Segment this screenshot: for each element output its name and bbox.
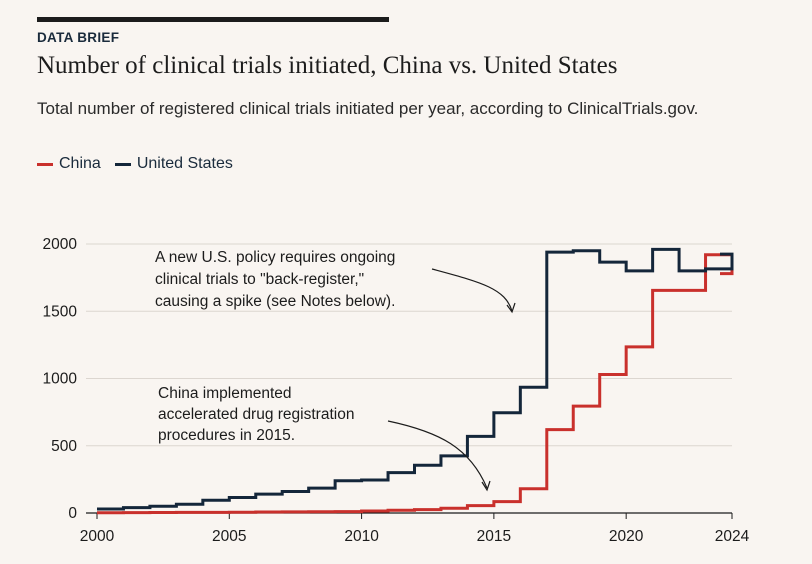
gridlines (86, 243, 732, 514)
y-tick-label: 2000 (43, 236, 78, 253)
y-tick-label: 1000 (43, 371, 78, 388)
x-axis-ticks: 2000 2005 2010 2015 2020 2024 (80, 513, 750, 545)
legend-label-us: United States (136, 155, 233, 172)
series-lines (97, 247, 734, 515)
legend-swatch-us (114, 162, 131, 166)
y-tick-label: 0 (68, 505, 77, 522)
legend-swatch-china (37, 162, 53, 166)
annotation-arrow-china (387, 420, 488, 489)
y-tick-label: 1500 (43, 303, 78, 320)
x-tick-label: 2010 (344, 528, 379, 545)
annotations: A new U.S. policy requires ongoing clinic… (155, 249, 516, 492)
kicker: DATA BRIEF (37, 30, 120, 45)
x-tick-label: 2020 (609, 528, 644, 545)
legend-label-china: China (59, 155, 101, 172)
legend-item-china: China (37, 155, 101, 173)
x-tick-label: 2005 (212, 528, 246, 545)
x-tick-label: 2024 (715, 528, 750, 545)
annotation-us-policy: A new U.S. policy requires ongoing clinic… (155, 249, 395, 310)
legend: China United States (37, 155, 247, 173)
chart-subtitle: Total number of registered clinical tria… (37, 99, 699, 118)
legend-item-us: United States (114, 155, 233, 173)
series-line-us (97, 247, 734, 511)
y-tick-label: 500 (51, 438, 77, 455)
annotation-arrow-us (431, 268, 513, 312)
x-tick-label: 2000 (80, 528, 115, 545)
x-tick-label: 2015 (477, 528, 511, 545)
series-line-china (97, 253, 734, 515)
annotation-china-policy: China implemented accelerated drug regist… (158, 385, 354, 444)
arrowhead-china (481, 480, 491, 492)
y-axis-ticks: 0 500 1000 1500 2000 (43, 236, 78, 522)
arrowhead-us (506, 302, 516, 314)
chart-title: Number of clinical trials initiated, Chi… (37, 52, 618, 79)
top-rule (37, 17, 389, 22)
